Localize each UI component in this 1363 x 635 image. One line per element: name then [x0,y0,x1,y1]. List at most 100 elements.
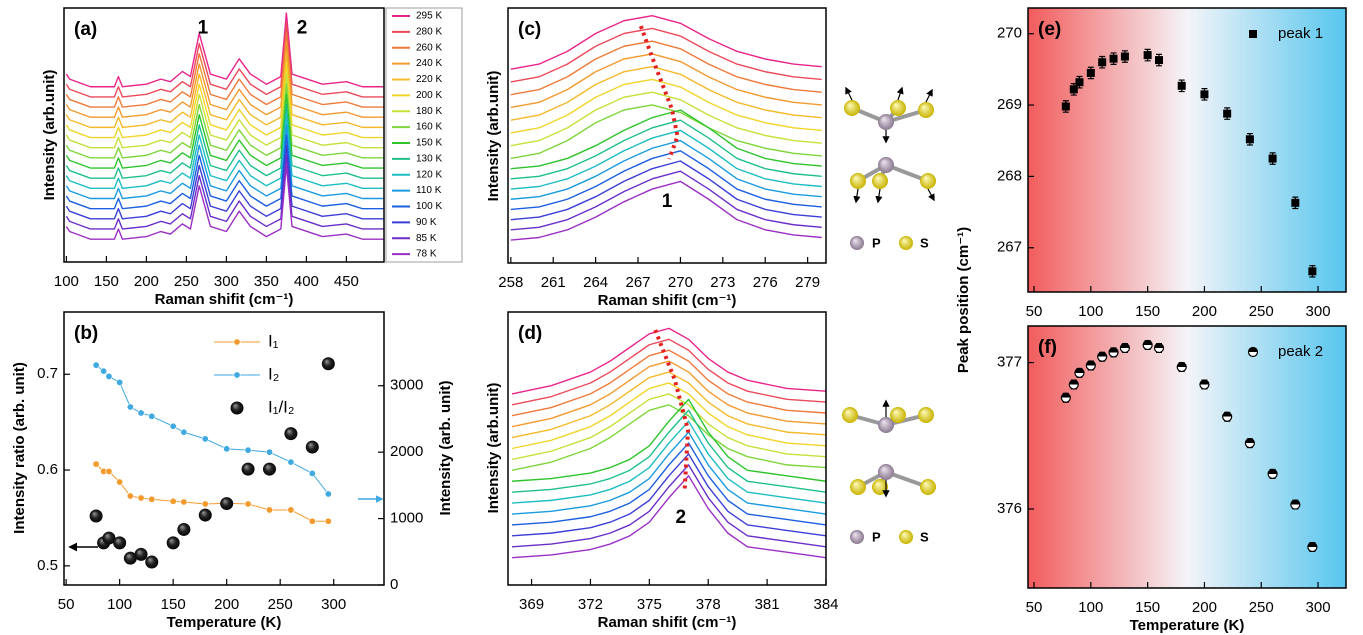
plot-frame [63,7,385,263]
dot-marker [287,458,295,466]
half-circle-marker [1153,342,1165,354]
legend-label: 150 K [416,138,442,149]
mode-schematic-2: P S [842,399,936,544]
series-line [510,14,822,70]
half-circle-marker [1142,339,1153,351]
series-line [511,349,826,417]
dot-marker [308,517,316,525]
y-axis-label: Intensity (arb.unit) [485,71,502,202]
dot-marker [126,492,134,500]
y-axis-label: Intensity ratio (arb. unit) [11,362,28,534]
x-tick-label: 200 [1192,303,1217,320]
series-line [65,22,384,98]
y-tick-label: 267 [997,239,1022,256]
series-line [510,170,822,231]
dot-marker [100,367,108,375]
x-tick-label: 150 [94,273,119,290]
legend-label: 130 K [416,153,442,164]
x-tick-label: 279 [795,274,820,291]
dot-marker [324,490,332,498]
sphere-marker [177,522,191,536]
series-line [510,40,822,96]
panel-label: (c) [518,19,541,40]
dot-marker [233,371,241,379]
vibration-arrow [853,188,861,204]
dot-marker [92,361,100,369]
x-tick-label: 270 [668,274,693,291]
y-tick-label: 376 [997,500,1022,517]
dot-marker [244,500,252,508]
legend-label: I₁ [268,331,279,350]
peak-annotation: 2 [297,17,308,38]
atom-s [920,173,936,189]
half-circle-marker [1307,541,1318,553]
series-line [510,180,822,241]
y-tick-label: 0.5 [37,557,58,574]
dot-marker [105,467,113,475]
vibration-arrow [927,188,935,202]
panel-label: (e) [1038,19,1061,40]
series-line [65,83,384,159]
legend-label: 78 K [416,249,437,260]
square-marker [1086,68,1095,77]
square-marker [1308,267,1317,276]
dot-marker [180,498,188,506]
series-line [65,124,384,200]
peak-trend-line [638,25,680,160]
sphere-marker [220,497,234,511]
legend-label: 220 K [416,74,442,85]
dot-marker [244,446,252,454]
series-line [510,104,822,160]
dot-marker [116,378,124,386]
x-tick-label: 375 [637,596,662,613]
panel-label: (d) [518,323,542,344]
sphere-marker [284,427,298,441]
atom-p [878,114,894,130]
series-line [95,463,329,522]
legend-label: 180 K [416,106,442,117]
half-circle-marker [1199,379,1210,390]
half-circle-marker [1108,347,1119,358]
sphere-marker [262,462,276,476]
sphere-marker [198,508,212,522]
x-tick-label: 300 [1306,599,1331,616]
square-marker [1109,54,1118,63]
series-line [65,73,384,149]
sphere-marker [89,509,103,523]
series-line [511,420,826,504]
x-tick-label: 450 [334,273,359,290]
x-axis-label: Raman shifit (cm⁻¹) [598,292,737,309]
square-marker [1154,56,1163,65]
dot-marker [169,422,177,430]
legend-label: 160 K [416,122,442,133]
square-marker [1075,78,1084,87]
legend-label: peak 1 [1278,25,1323,42]
mode-schematic-1: P S [844,86,936,250]
sphere-marker [102,531,116,545]
y-tick-label: 0.6 [37,461,58,478]
peak-annotation: 1 [662,191,673,212]
series-line [65,154,384,230]
atom-label: S [920,235,929,250]
dot-marker [308,469,316,477]
x-tick-label: 250 [1249,599,1274,616]
square-marker [1177,81,1186,90]
square-marker [1268,154,1277,163]
series-line [511,404,826,472]
vibration-arrow [896,86,904,101]
series-line [65,164,384,240]
temperature-background [1028,8,1346,292]
square-marker [1143,51,1152,60]
series-line [511,409,826,493]
y-axis-label: Peak position (cm⁻¹) [955,227,972,373]
y2-tick-label: 0 [390,576,398,593]
x-axis-label: Raman shifit (cm⁻¹) [155,291,294,308]
atom-p-key [850,530,864,544]
temperature-background [1028,326,1346,588]
sphere-marker [113,536,127,550]
series-line [65,144,384,220]
half-circle-marker [1290,499,1301,510]
sphere-marker [123,551,137,565]
legend-label: I₁/I₂ [268,397,295,416]
